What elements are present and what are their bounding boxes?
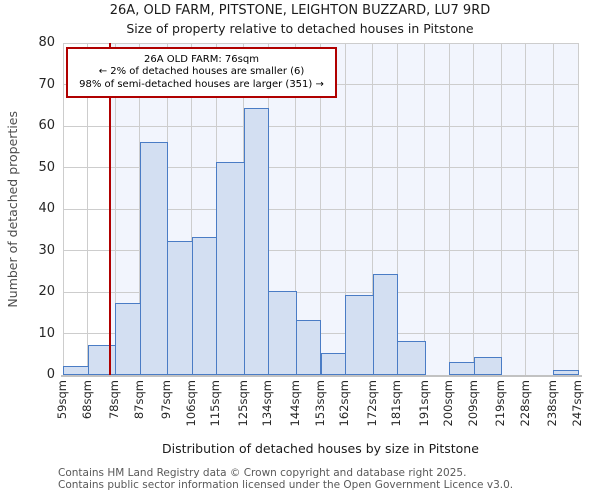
v-gridline — [62, 43, 64, 375]
x-tick-label: 106sqm — [183, 380, 198, 427]
v-gridline — [320, 43, 321, 375]
bar-181sqm — [397, 340, 426, 375]
x-tick-label: 125sqm — [235, 380, 250, 427]
footer-line-2: Contains public sector information licen… — [58, 479, 514, 491]
bar-87sqm — [139, 141, 169, 375]
footer-line-1: Contains HM Land Registry data © Crown c… — [58, 467, 467, 479]
annotation-line-1: 26A OLD FARM: 76sqm — [144, 53, 259, 65]
chart-title: 26A, OLD FARM, PITSTONE, LEIGHTON BUZZAR… — [109, 3, 491, 18]
v-gridline — [552, 43, 554, 375]
y-tick-label: 60 — [38, 118, 55, 133]
x-tick-label: 68sqm — [79, 380, 94, 420]
bar-97sqm — [167, 241, 193, 375]
x-tick-label: 144sqm — [287, 380, 302, 427]
bar-78sqm — [115, 303, 141, 375]
y-tick-label: 70 — [38, 76, 55, 92]
x-tick-label: 172sqm — [364, 380, 379, 427]
bar-106sqm — [191, 237, 218, 375]
y-tick-label: 30 — [38, 242, 55, 258]
x-tick-label: 247sqm — [570, 380, 584, 427]
bar-209sqm — [473, 357, 503, 375]
x-tick-label: 209sqm — [465, 380, 480, 427]
chart-subtitle: Size of property relative to detached ho… — [126, 21, 474, 36]
bar-134sqm — [268, 291, 297, 375]
bar-153sqm — [320, 353, 347, 375]
bar-162sqm — [345, 295, 374, 375]
x-tick-label: 78sqm — [107, 380, 122, 420]
x-tick-label: 115sqm — [208, 380, 223, 427]
y-tick-label: 20 — [38, 284, 55, 299]
x-tick-label: 228sqm — [517, 380, 532, 427]
property-size-marker-line — [108, 43, 111, 375]
x-axis-label: Distribution of detached houses by size … — [162, 441, 479, 456]
x-tick-label: 59sqm — [55, 380, 69, 420]
y-tick-label: 40 — [38, 201, 55, 216]
v-gridline — [396, 43, 398, 375]
y-tick-label: 50 — [38, 159, 55, 175]
x-tick-label: 200sqm — [441, 380, 456, 427]
bar-172sqm — [372, 274, 399, 375]
bar-200sqm — [449, 361, 475, 375]
bar-59sqm — [63, 365, 89, 375]
y-tick-label: 0 — [46, 367, 55, 382]
x-tick-label: 181sqm — [389, 380, 404, 427]
v-gridline — [473, 43, 475, 375]
v-gridline — [344, 43, 346, 375]
y-tick-label: 10 — [38, 325, 55, 341]
v-gridline — [114, 43, 116, 375]
x-tick-label: 87sqm — [131, 380, 146, 420]
v-gridline — [424, 43, 426, 375]
x-axis-line — [61, 375, 582, 377]
bar-144sqm — [295, 320, 322, 375]
bar-125sqm — [243, 108, 270, 375]
v-gridline — [87, 43, 89, 375]
bar-115sqm — [216, 162, 245, 375]
v-gridline — [372, 43, 374, 375]
annotation-line-3: 98% of semi-detached houses are larger (… — [79, 78, 324, 90]
bar-238sqm — [553, 369, 579, 375]
annotation-line-2: ← 2% of detached houses are smaller (6) — [98, 66, 305, 78]
annotation-box: 26A OLD FARM: 76sqm ← 2% of detached hou… — [66, 47, 337, 98]
x-tick-label: 134sqm — [260, 380, 275, 427]
x-tick-label: 153sqm — [312, 380, 327, 427]
x-tick-label: 219sqm — [493, 380, 508, 427]
v-gridline — [525, 43, 527, 375]
v-gridline — [295, 43, 297, 375]
x-tick-label: 97sqm — [159, 380, 174, 420]
x-tick-label: 238sqm — [545, 380, 560, 427]
y-tick-label: 80 — [38, 35, 55, 50]
x-tick-label: 162sqm — [337, 380, 352, 427]
x-tick-label: 191sqm — [416, 380, 431, 427]
v-gridline — [448, 43, 450, 375]
v-gridline — [500, 43, 502, 375]
v-gridline — [577, 43, 579, 375]
bar-68sqm — [87, 344, 117, 375]
v-gridline — [191, 43, 193, 375]
